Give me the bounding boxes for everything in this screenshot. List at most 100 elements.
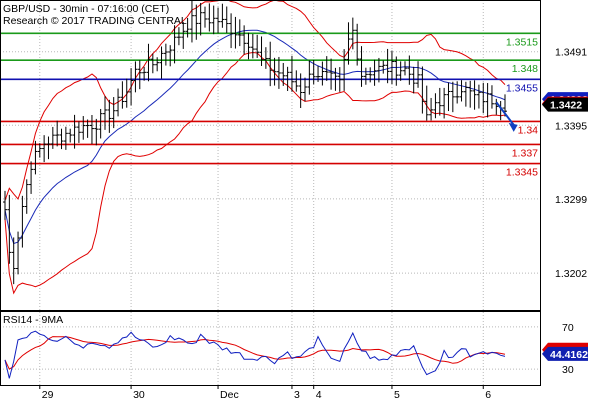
value-markers: 1.342921.342331.342248.325444.4162 [542,92,588,361]
price-bar [250,34,255,59]
price-bar [276,56,281,89]
price-bar [324,56,329,81]
price-bar [481,82,486,114]
price-bar [142,66,147,81]
moving-average [4,29,506,245]
price-bar [24,179,29,214]
price-bar [476,84,481,109]
price-bar [259,36,264,66]
price-marker-label-2: 1.3422 [550,100,582,112]
price-bar [329,58,334,90]
bollinger-bands [4,0,506,295]
price-bar [198,2,203,36]
price-bar [189,0,194,43]
rsi-marker-label-1: 44.4162 [550,349,588,361]
price-bar [272,57,277,86]
price-bar [342,49,347,91]
price-bar [159,46,164,79]
price-bar [359,46,364,87]
price-bar [494,98,499,115]
price-bar [111,97,116,129]
price-bar [429,97,434,121]
moving-average-line [4,29,506,245]
price-bar [316,65,321,82]
price-bar [459,80,464,102]
bollinger-upper [4,0,506,201]
price-bar [285,66,290,91]
panel-frames [0,0,541,386]
price-bar [472,80,477,110]
price-bar [20,195,25,248]
price-bar [59,128,64,150]
price-bar [446,82,451,112]
price-tick-label-1: 1.3395 [555,120,587,132]
chart-title: GBP/USD - 30min - 07:16:00 (CET) [3,3,169,15]
price-bar [233,16,238,49]
price-bar [220,3,225,28]
price-bar [455,81,460,104]
price-bar [268,41,273,87]
price-bar [237,19,242,47]
price-bar [407,55,412,85]
projection-arrow [495,101,518,132]
price-bar [229,13,234,49]
price-bar [463,81,468,107]
level-label-5: 1.3345 [506,167,538,179]
price-bar [385,48,390,84]
level-label-4: 1.337 [512,147,538,159]
price-bar [372,59,377,86]
price-bar [172,25,177,64]
price-bar [350,17,355,50]
x-tick-label-5: 5 [394,389,400,400]
price-bar [11,237,16,285]
price-bar [242,25,247,55]
projection-arrow-shaft [495,101,515,126]
price-bar [98,108,103,139]
rsi-tick-label-1: 30 [562,364,574,376]
price-bar [224,6,229,33]
rsi-tick-label-0: 70 [562,322,574,334]
price-bar [137,60,142,90]
price-bar [411,66,416,94]
price-bar [203,6,207,28]
price-bar [185,17,190,38]
price-bar [94,118,99,146]
projection-arrow-head [508,122,518,132]
price-bar [303,77,307,102]
price-bar [68,128,73,143]
price-bar [394,56,399,86]
price-bar [298,73,303,108]
x-tick-label-4: 4 [316,389,322,400]
level-label-3: 1.34 [518,124,539,136]
price-bar [16,231,21,275]
price-bar [355,23,360,66]
price-bar [307,60,312,95]
price-tick-label-0: 1.3491 [555,47,587,59]
price-bar [181,22,186,49]
price-bar [81,116,86,140]
price-bar [42,135,47,163]
rsi-title: RSI14 - 9MA [3,314,63,326]
price-bar [46,136,51,160]
price-tick-label-2: 1.3299 [555,194,587,206]
rsi-lines [4,330,506,379]
price-bar [176,27,181,46]
chart-copyright: Research © 2017 TRADING CENTRAL [3,15,187,27]
x-tick-label-1: 30 [133,389,145,400]
axis-labels: 1.3491 1.3395 1.3299 1.3202 29 30 Dec 3 4 5 6 70 30 [39,47,587,401]
price-bar [246,32,251,60]
price-bar [72,114,77,149]
price-bar [442,87,447,119]
price-panel-frame [0,0,541,311]
price-bar [420,66,425,114]
rsi-line [4,330,506,379]
x-tick-label-2: Dec [220,389,239,400]
price-bar [450,81,455,113]
price-bar [337,67,342,92]
price-bar [333,67,338,91]
price-bar [33,140,38,175]
price-bar [155,57,160,72]
price-bar [381,60,386,74]
price-bar [403,61,407,76]
